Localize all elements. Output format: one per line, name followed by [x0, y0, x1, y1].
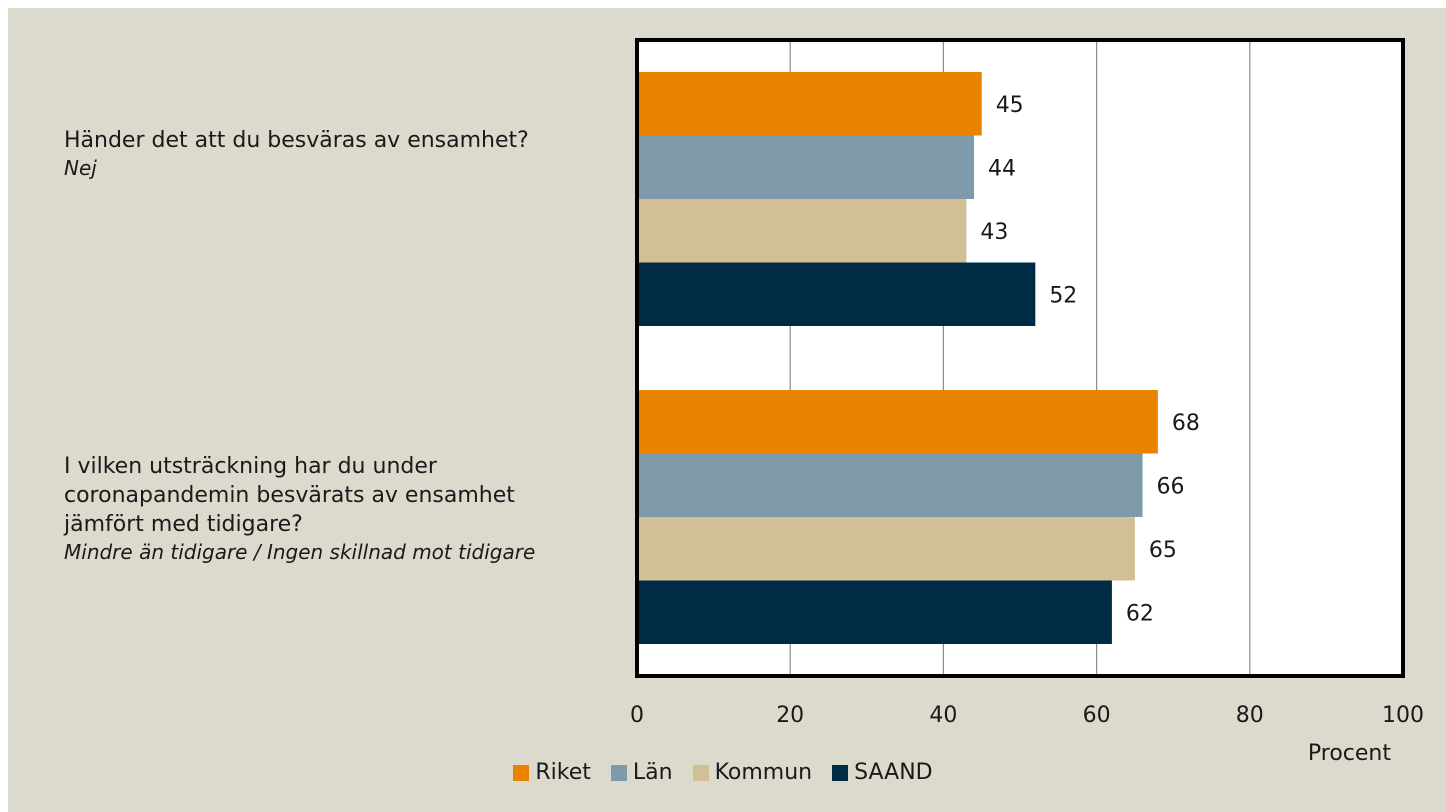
- bar-kommun: [637, 517, 1135, 581]
- category-question-2: I vilken utsträckning har du under coron…: [64, 454, 515, 537]
- category-question-1: Händer det att du besväras av ensamhet?: [64, 128, 529, 153]
- data-label: 52: [1049, 283, 1077, 308]
- bar-riket: [637, 390, 1158, 454]
- legend-swatch: [513, 764, 530, 781]
- x-tick-label: 20: [776, 703, 804, 728]
- bar-län: [637, 453, 1143, 517]
- legend-swatch: [692, 764, 709, 781]
- category-answer-2: Mindre än tidigare / Ingen skillnad mot …: [64, 540, 536, 564]
- legend-item-riket: Riket: [513, 760, 591, 785]
- legend-item-kommun: Kommun: [692, 760, 813, 785]
- legend-label: Län: [632, 760, 673, 785]
- legend-swatch: [610, 764, 627, 781]
- bar-riket: [637, 72, 982, 136]
- x-tick-label: 100: [1382, 703, 1424, 728]
- x-axis-title: Procent: [1308, 741, 1391, 766]
- legend-swatch: [832, 764, 849, 781]
- data-label: 43: [980, 220, 1008, 245]
- legend-label: SAAND: [854, 760, 933, 785]
- bar-kommun: [637, 199, 967, 263]
- legend-label: Riket: [535, 760, 591, 785]
- legend-item-saand: SAAND: [832, 760, 933, 785]
- data-label: 65: [1149, 538, 1177, 563]
- chart-legend: Riket Län Kommun SAAND: [0, 760, 1446, 785]
- category-label-1: Händer det att du besväras av ensamhet? …: [64, 126, 534, 182]
- bar-saand: [637, 580, 1112, 644]
- data-label: 44: [988, 156, 1016, 181]
- category-label-2: I vilken utsträckning har du under coron…: [64, 452, 584, 566]
- legend-label: Kommun: [714, 760, 813, 785]
- data-label: 68: [1172, 411, 1200, 436]
- x-tick-label: 0: [630, 703, 644, 728]
- x-tick-label: 60: [1083, 703, 1111, 728]
- data-label: 45: [996, 93, 1024, 118]
- data-label: 66: [1157, 474, 1185, 499]
- data-label: 62: [1126, 601, 1154, 626]
- x-tick-label: 80: [1236, 703, 1264, 728]
- bar-län: [637, 135, 975, 199]
- category-answer-1: Nej: [64, 156, 97, 180]
- bar-saand: [637, 262, 1036, 326]
- plot-frame: [635, 38, 1405, 678]
- legend-item-län: Län: [610, 760, 673, 785]
- x-tick-label: 40: [929, 703, 957, 728]
